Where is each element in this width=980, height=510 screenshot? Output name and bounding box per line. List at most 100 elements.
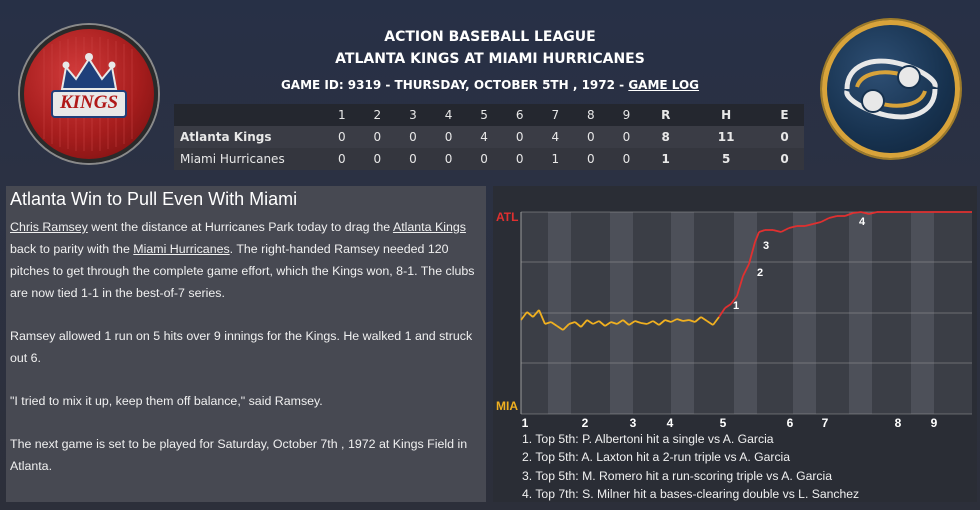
kings-wordmark: KINGS xyxy=(59,92,119,113)
inning-score: 4 xyxy=(480,130,488,144)
game-log-link[interactable]: GAME LOG xyxy=(628,78,700,92)
win-probability-segment xyxy=(586,319,594,325)
column-header-3: 3 xyxy=(409,108,417,122)
inning-label: 6 xyxy=(787,416,794,430)
win-probability-segment xyxy=(804,223,814,227)
inning-score: 0 xyxy=(373,130,382,144)
inning-score: 0 xyxy=(515,130,524,144)
miami-hurricanes-logo xyxy=(822,20,960,158)
story-paragraph-1: Chris Ramsey went the distance at Hurric… xyxy=(10,216,482,304)
story-paragraph-4: The next game is set to be played for Sa… xyxy=(10,437,468,473)
win-probability-segment xyxy=(736,275,744,297)
play-marker: 4 xyxy=(859,216,866,228)
win-probability-segment xyxy=(844,212,854,217)
win-probability-segment xyxy=(640,322,648,325)
play-marker: 1 xyxy=(733,300,739,312)
win-probability-segment xyxy=(526,311,534,318)
game-info-text: GAME ID: 9319 - THURSDAY, OCTOBER 5TH , … xyxy=(280,78,629,92)
win-probability-segment xyxy=(700,316,708,322)
win-probability-segment xyxy=(550,321,558,327)
player-link-chris-ramsey[interactable]: Chris Ramsey xyxy=(10,220,88,234)
column-header-r: R xyxy=(661,108,671,122)
atlanta-kings-logo: KINGS xyxy=(20,25,158,163)
win-probability-segment xyxy=(664,319,672,323)
win-probability-segment xyxy=(788,225,798,229)
key-play-item: 1. Top 5th: P. Albertoni hit a single vs… xyxy=(522,432,774,446)
inning-score: 0 xyxy=(337,152,346,166)
win-probability-panel: ATL MIA 1 2 3 4 5 6 7 8 9 1 2 3 4 xyxy=(493,186,977,502)
column-header-h: H xyxy=(721,108,732,122)
total-h: 5 xyxy=(721,152,731,166)
column-header-4: 4 xyxy=(444,108,453,122)
inning-score: 0 xyxy=(515,152,524,166)
inning-label: 3 xyxy=(630,416,637,430)
win-probability-segment xyxy=(772,229,782,233)
win-probability-segment xyxy=(598,320,606,327)
win-probability-segment xyxy=(658,319,666,326)
inning-score: 0 xyxy=(622,152,631,166)
story-text: . The right-handed Ramsey needed 120 pit… xyxy=(10,242,475,300)
story-paragraph-3: "I tried to mix it up, keep them off bal… xyxy=(10,394,323,408)
win-probability-segment xyxy=(646,320,654,325)
win-probability-segment xyxy=(724,303,732,309)
play-marker: 2 xyxy=(757,267,763,279)
inning-score: 0 xyxy=(587,152,595,166)
game-story-panel: Atlanta Win to Pull Even With Miami Chri… xyxy=(6,186,486,502)
hurricane-baseball-icon xyxy=(844,58,938,120)
story-headline: Atlanta Win to Pull Even With Miami xyxy=(10,189,298,209)
win-probability-segment xyxy=(730,295,738,305)
win-probability-segment xyxy=(622,319,630,326)
inning-label: 7 xyxy=(822,416,829,430)
key-play-item: 2. Top 5th: A. Laxton hit a 2-run triple… xyxy=(522,450,791,465)
win-probability-segment xyxy=(676,318,684,322)
win-probability-segment xyxy=(812,221,822,225)
total-r: 8 xyxy=(661,130,670,144)
win-probability-segment xyxy=(610,321,618,325)
win-probability-segment xyxy=(580,319,588,328)
inning-score: 0 xyxy=(480,152,488,166)
column-header-2: 2 xyxy=(373,108,382,122)
win-probability-graph: ATL MIA 1 2 3 4 5 6 7 8 9 1 2 3 4 xyxy=(496,210,972,430)
inning-score: 4 xyxy=(551,130,560,144)
inning-label: 4 xyxy=(667,416,674,430)
win-probability-segment xyxy=(694,316,702,323)
column-header-1: 1 xyxy=(337,108,346,122)
win-probability-segment xyxy=(754,231,760,243)
column-header-8: 8 xyxy=(587,108,595,122)
win-probability-segment xyxy=(758,229,766,233)
inning-score: 1 xyxy=(551,152,560,166)
column-header-5: 5 xyxy=(480,108,488,122)
total-h: 11 xyxy=(717,130,735,144)
inning-score: 0 xyxy=(444,152,453,166)
game-header: ACTION BASEBALL LEAGUE ATLANTA KINGS AT … xyxy=(0,0,980,180)
inning-label: 1 xyxy=(522,416,529,430)
column-header-e: E xyxy=(780,108,789,122)
win-probability-segment xyxy=(852,211,862,214)
win-probability-segment xyxy=(652,320,660,326)
line-score-row: Miami Hurricanes 0 0 0 0 0 0 1 0 0 1 5 0 xyxy=(174,148,804,170)
column-header-6: 6 xyxy=(515,108,524,122)
win-probability-segment xyxy=(742,263,750,277)
win-probability-segment xyxy=(682,319,690,322)
win-probability-segment xyxy=(544,321,552,325)
inning-score: 0 xyxy=(337,130,346,144)
win-probability-segment xyxy=(820,217,830,223)
team-link-atlanta-kings[interactable]: Atlanta Kings xyxy=(392,220,466,234)
win-probability-segment xyxy=(604,321,612,327)
win-probability-segment xyxy=(616,319,624,325)
inning-label: 2 xyxy=(582,416,589,430)
team-name: Miami Hurricanes xyxy=(180,152,285,166)
inning-score: 0 xyxy=(444,130,453,144)
win-probability-segment xyxy=(748,241,756,265)
column-header-9: 9 xyxy=(622,108,631,122)
win-probability-segment xyxy=(574,321,582,328)
atl-axis-label: ATL xyxy=(496,210,518,224)
win-probability-segment xyxy=(718,307,726,318)
win-probability-segment xyxy=(628,320,636,326)
total-e: 0 xyxy=(780,152,789,166)
league-title: ACTION BASEBALL LEAGUE xyxy=(384,29,596,45)
team-link-miami-hurricanes[interactable]: Miami Hurricanes xyxy=(133,242,230,256)
win-probability-segment xyxy=(860,211,870,215)
story-text: went the distance at Hurricanes Park tod… xyxy=(87,220,393,234)
